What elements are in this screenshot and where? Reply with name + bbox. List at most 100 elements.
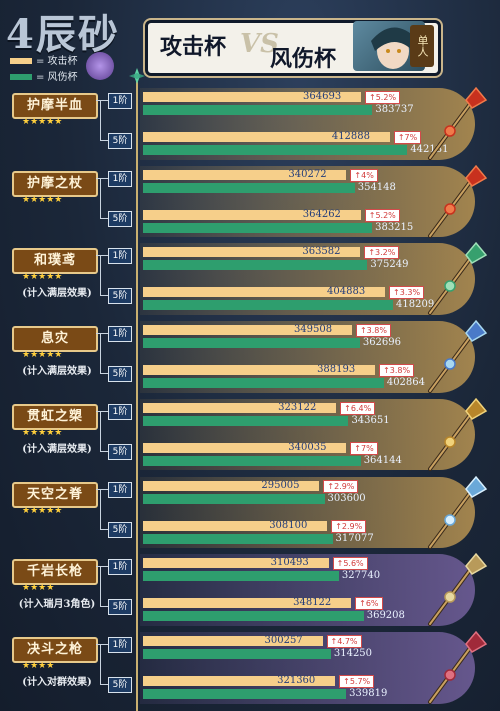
anemo-emblem-icon — [86, 52, 114, 80]
weapon-name: 护摩之杖 — [12, 170, 98, 197]
percent-gain: ↑3.8% — [379, 364, 415, 378]
connector-line — [100, 373, 108, 375]
value-anemo: 402864 — [386, 377, 426, 389]
value-anemo: 303600 — [327, 492, 366, 504]
value-atk: 364262 — [302, 208, 341, 220]
polearm-icon — [428, 475, 488, 549]
legend-anemo: = 风伤杯 — [10, 68, 78, 83]
weapon-name: 息灾 — [12, 326, 98, 353]
weapon-stars: ★★★★★ — [22, 272, 63, 283]
percent-gain: ↑3.8% — [355, 324, 391, 338]
polearm-icon — [428, 630, 488, 704]
tier-label: 1阶 — [108, 93, 132, 109]
value-atk: 321360 — [277, 674, 316, 686]
percent-gain: ↑2.9% — [323, 479, 359, 493]
connector-line — [100, 217, 108, 219]
bar-anemo — [143, 300, 394, 311]
legend-swatch-atk — [10, 58, 32, 64]
percent-gain: ↑5.7% — [339, 674, 375, 688]
value-anemo: 314250 — [333, 647, 373, 659]
weapon-name: 千岩长枪 — [12, 559, 98, 586]
percent-gain: ↑6% — [355, 597, 383, 611]
mode-badge: 单人 — [410, 25, 434, 67]
tier-label: 1阶 — [108, 326, 132, 343]
value-atk: 364693 — [303, 91, 342, 102]
connector-line — [96, 488, 108, 490]
value-anemo: 369208 — [366, 610, 405, 622]
tier-label: 1阶 — [108, 636, 132, 653]
value-atk: 363582 — [302, 246, 341, 258]
polearm-icon — [428, 319, 488, 394]
bar-atk — [143, 169, 347, 180]
legend-anemo-label: = 风伤杯 — [36, 72, 78, 83]
weapon-name: 和璞鸢 — [12, 248, 98, 275]
bar-atk — [143, 325, 352, 336]
weapon-name: 贯虹之槊 — [12, 403, 98, 430]
value-anemo: 354148 — [357, 181, 396, 193]
weapon-name: 护摩半血 — [12, 93, 98, 119]
percent-gain: ↑5.6% — [332, 557, 368, 571]
bar-atk — [143, 520, 328, 531]
weapon-stars: ★★★★★ — [22, 194, 63, 205]
connector-line — [100, 683, 108, 685]
percent-gain: ↑7% — [350, 441, 378, 455]
bar-anemo — [143, 571, 339, 582]
value-atk: 310493 — [270, 557, 309, 569]
bar-anemo — [143, 493, 325, 504]
connector-line — [100, 140, 108, 141]
connector-line — [100, 606, 108, 608]
polearm-icon — [428, 86, 488, 160]
weapon-stars: ★★★★★ — [22, 505, 63, 516]
value-anemo: 327740 — [341, 570, 381, 582]
connector-line — [96, 177, 108, 179]
polearm-icon — [428, 397, 488, 471]
weapon-note: (计入满层效果) — [22, 288, 92, 300]
tier-label: 1阶 — [108, 481, 132, 498]
connector-line — [96, 100, 108, 101]
tier-label: 5阶 — [108, 210, 132, 227]
legend-atk: = 攻击杯 — [10, 52, 78, 67]
connector-line — [100, 100, 101, 140]
legend-swatch-anemo — [10, 74, 32, 80]
polearm-icon — [428, 164, 488, 238]
weapon-name: 天空之脊 — [12, 481, 98, 508]
bar-anemo — [143, 338, 360, 349]
bar-atk — [143, 287, 386, 298]
tier-label: 5阶 — [108, 443, 132, 460]
bar-anemo — [143, 648, 331, 659]
weapon-note: (计入满层效果) — [22, 443, 92, 455]
page-title: 4辰砂 — [6, 11, 120, 58]
right-label: 风伤杯 — [270, 46, 337, 72]
bar-anemo — [143, 145, 408, 155]
value-atk: 388193 — [317, 364, 356, 376]
value-atk: 295005 — [261, 479, 300, 491]
weapon-stars: ★★★★ — [22, 660, 55, 671]
tier-label: 5阶 — [108, 521, 132, 538]
value-atk: 340272 — [288, 168, 327, 180]
connector-line — [96, 255, 108, 257]
tier-label: 1阶 — [108, 248, 132, 265]
value-anemo: 442131 — [410, 144, 449, 155]
value-anemo: 375249 — [370, 259, 409, 271]
weapon-stars: ★★★★★ — [22, 350, 63, 361]
connector-line — [100, 488, 101, 529]
bar-atk — [143, 365, 376, 376]
comparison-banner: 攻击杯 VS 风伤杯 单人 — [145, 20, 441, 76]
bar-atk — [143, 92, 362, 102]
bar-anemo — [143, 533, 333, 544]
polearm-icon — [428, 553, 488, 627]
bar-atk — [143, 247, 361, 258]
value-anemo: 339819 — [349, 687, 388, 699]
tier-label: 5阶 — [108, 288, 132, 305]
bar-atk — [143, 598, 352, 609]
bar-anemo — [143, 182, 355, 193]
value-atk: 308100 — [269, 519, 308, 531]
weapon-note: (计入满层效果) — [22, 366, 92, 378]
connector-line — [100, 255, 101, 296]
connector-line — [100, 333, 101, 374]
bar-atk — [143, 480, 320, 491]
tier-label: 5阶 — [108, 133, 132, 149]
value-atk: 323122 — [278, 401, 317, 413]
percent-gain: ↑4.7% — [326, 634, 362, 648]
percent-gain: ↑2.9% — [331, 519, 367, 533]
